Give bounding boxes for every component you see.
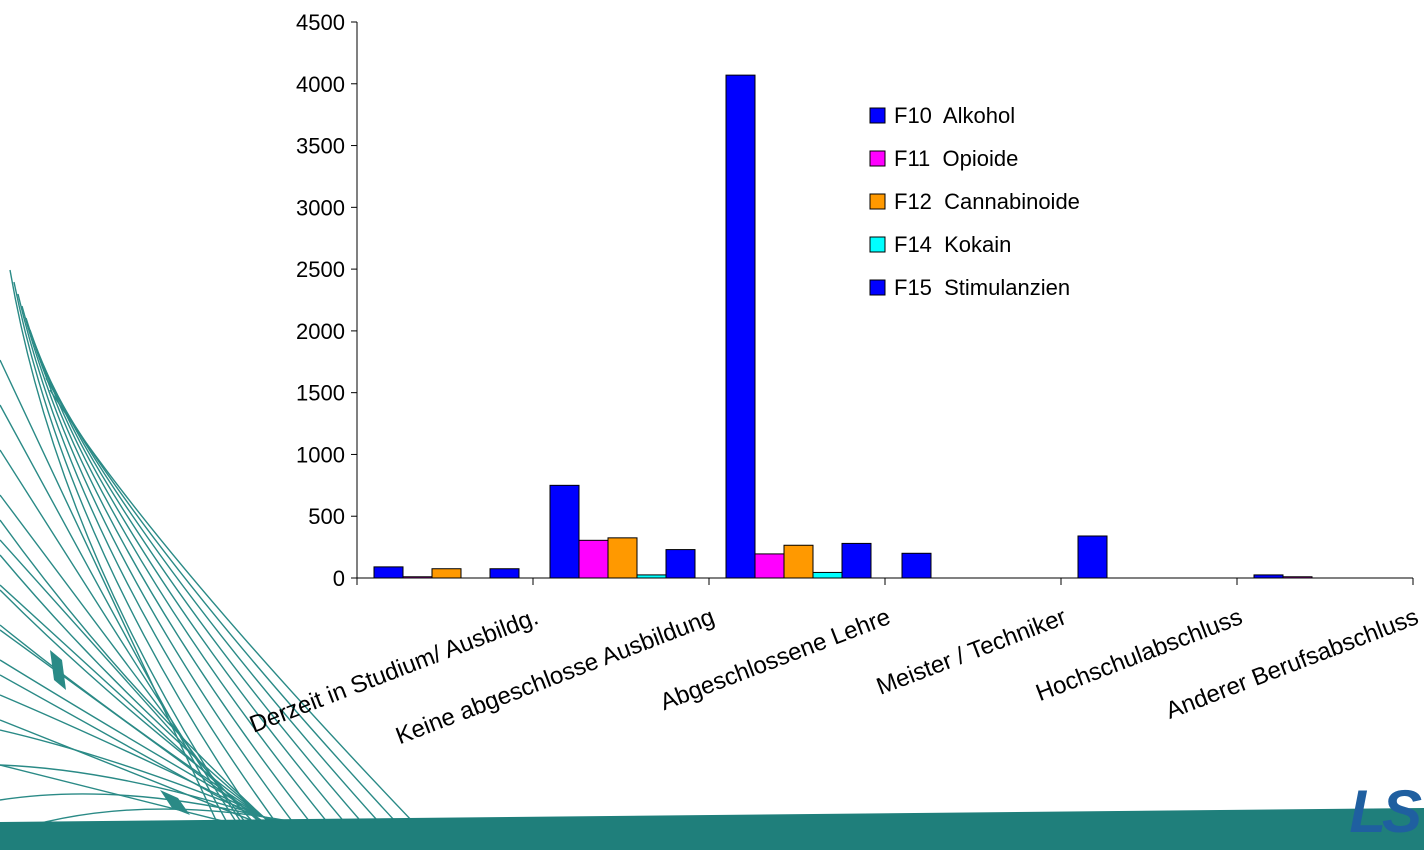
decoration-diamond-2 xyxy=(160,790,190,815)
bar xyxy=(812,571,843,579)
y-tick-label: 2500 xyxy=(296,257,345,282)
y-tick-label: 2000 xyxy=(296,319,345,344)
y-tick-label: 3500 xyxy=(296,134,345,159)
x-axis: Derzeit in Studium/ Ausbildg.Keine abges… xyxy=(246,577,1422,750)
y-tick-label: 500 xyxy=(308,504,345,529)
bar xyxy=(1282,576,1313,579)
y-tick-label: 3000 xyxy=(296,195,345,220)
bar xyxy=(402,576,433,579)
bar xyxy=(549,484,580,579)
deco-curve xyxy=(49,389,441,850)
company-logo: LS xyxy=(1349,778,1422,845)
legend-label: F14 Kokain xyxy=(894,232,1011,257)
y-tick-label: 4000 xyxy=(296,72,345,97)
deco-curve xyxy=(21,305,315,850)
legend-swatch xyxy=(869,150,886,167)
legend-swatch xyxy=(869,236,886,253)
bar xyxy=(841,542,872,579)
legend-label: F15 Stimulanzien xyxy=(894,275,1070,300)
bar xyxy=(636,574,667,579)
legend-swatch xyxy=(869,279,886,296)
legend-label: F12 Cannabinoide xyxy=(894,189,1080,214)
y-tick-label: 1500 xyxy=(296,381,345,406)
bar xyxy=(431,568,462,579)
grid-swoosh-decoration xyxy=(0,269,441,850)
bar xyxy=(665,549,696,579)
x-category-label: Keine abgeschlosse Ausbildung xyxy=(392,603,718,750)
bar xyxy=(373,566,404,579)
legend-swatch xyxy=(869,107,886,124)
bar xyxy=(578,539,609,579)
bottom-band xyxy=(0,808,1424,850)
legend-label: F10 Alkohol xyxy=(894,103,1015,128)
bar xyxy=(1077,535,1108,579)
bar xyxy=(1253,574,1284,579)
bars xyxy=(373,74,1313,579)
deco-curve xyxy=(13,281,279,850)
y-axis: 0 500 1000 1500 2000 2500 3000 3500 4000 4500 xyxy=(296,10,358,591)
y-tick-label: 4500 xyxy=(296,10,345,35)
x-category-label: Derzeit in Studium/ Ausbildg. xyxy=(246,603,542,738)
legend-swatch xyxy=(869,193,886,210)
deco-curve xyxy=(17,293,297,850)
y-tick-label: 1000 xyxy=(296,442,345,467)
legend-label: F11 Opioide xyxy=(894,146,1018,171)
bar xyxy=(607,537,638,579)
deco-curve xyxy=(25,317,333,850)
bar xyxy=(754,553,785,579)
legend: F10 Alkohol F11 Opioide F12 Cannabinoide F1… xyxy=(869,103,1080,300)
bar xyxy=(725,74,756,579)
bar xyxy=(783,544,814,579)
decoration-diamond-1 xyxy=(50,650,66,690)
y-tick-label: 0 xyxy=(333,566,345,591)
bar xyxy=(901,552,932,579)
bar xyxy=(489,568,520,579)
